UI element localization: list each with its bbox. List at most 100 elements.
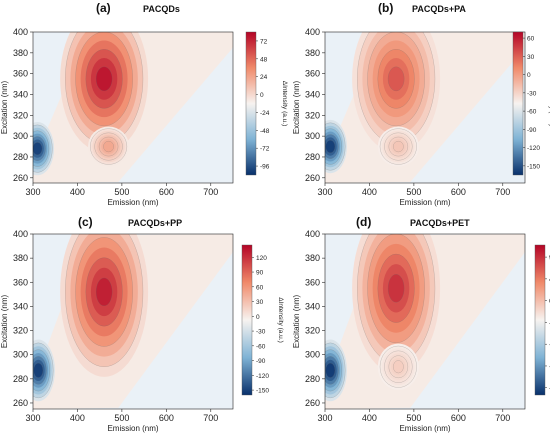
colorbar: 60 30 0 -30 -60 -90 -120 -150 ΔIntensity (a.u.) — [512, 31, 550, 176]
colorbar-tick-label: 24 — [260, 74, 268, 81]
x-tick-label: 400 — [70, 187, 85, 197]
y-tick-label: 380 — [305, 253, 320, 263]
y-tick-label: 400 — [305, 27, 320, 37]
colorbar-label: ΔIntensity (a.u.) — [548, 81, 550, 127]
x-tick-label: 700 — [203, 413, 218, 423]
x-tick-label: 600 — [159, 187, 174, 197]
y-axis-label: Excitation (nm) — [0, 294, 9, 348]
plot-area — [325, 32, 525, 183]
y-tick-label: 320 — [305, 326, 320, 336]
colorbar-tick-label: -48 — [260, 128, 270, 135]
x-tick-label: 400 — [362, 413, 377, 423]
x-tick-label: 700 — [203, 187, 218, 197]
contour-level — [393, 360, 404, 374]
colorbar-tick-label: -24 — [260, 110, 270, 117]
x-tick-label: 500 — [406, 187, 421, 197]
y-tick-label: 380 — [305, 48, 320, 58]
colorbar-label: ΔIntensity (a.u.) — [277, 297, 284, 343]
y-tick-label: 300 — [305, 350, 320, 360]
colorbar-tick-label: 30 — [527, 54, 535, 61]
contour-level — [95, 66, 113, 92]
y-tick-label: 360 — [305, 277, 320, 287]
colorbar-tick-label: 120 — [256, 255, 267, 262]
contour-level — [33, 362, 44, 378]
y-tick-label: 400 — [305, 229, 320, 239]
y-tick-label: 400 — [13, 229, 28, 239]
colorbar-tick-label: 30 — [256, 299, 264, 306]
colorbar-tick-label: -150 — [527, 163, 540, 170]
x-tick-label: 300 — [25, 187, 40, 197]
y-tick-label: 300 — [13, 350, 28, 360]
colorbar-tick-label: -120 — [527, 145, 540, 152]
contour-level — [95, 277, 113, 307]
contour-level — [33, 142, 43, 156]
panel-b: 300 400 500 600 700260280300320340360380400E… — [292, 1, 550, 207]
panel-d: 300 400 500 600 700 260 280 300 320 340 360 380 400 E… — [292, 215, 550, 433]
y-tick-label: 260 — [305, 398, 320, 408]
colorbar-tick-label: 72 — [260, 38, 268, 45]
colorbar-tick-label: 60 — [256, 284, 264, 291]
plot-area — [33, 32, 233, 183]
contour-level — [393, 140, 404, 153]
x-axis-label: Emission (nm) — [107, 424, 158, 433]
colorbar-tick-label: -60 — [256, 343, 266, 350]
x-tick-label: 600 — [451, 187, 466, 197]
colorbar-tick-label: -30 — [527, 90, 537, 97]
colorbar-tick-label: -72 — [260, 146, 270, 153]
plot-area — [33, 234, 233, 409]
colorbar-tick-label: -90 — [256, 358, 266, 365]
y-tick-label: 380 — [13, 253, 28, 263]
y-tick-label: 360 — [305, 69, 320, 79]
colorbar-tick-label: 0 — [260, 92, 264, 99]
x-tick-label: 400 — [362, 187, 377, 197]
colorbar-tick-label: 48 — [260, 56, 268, 63]
y-tick-label: 320 — [13, 110, 28, 120]
panel-title: PACQDs+PP — [128, 218, 182, 228]
colorbar-tick-label: -120 — [256, 373, 269, 380]
y-tick-label: 260 — [13, 398, 28, 408]
x-tick-label: 700 — [495, 187, 510, 197]
contour-level — [387, 66, 405, 92]
y-axis-label: Excitation (nm) — [292, 80, 301, 134]
y-tick-label: 360 — [13, 277, 28, 287]
plot-frame — [32, 233, 234, 410]
colorbar: 72 48 24 0 -24 -48 -72 -96 ΔIntensity (a.u.) — [245, 31, 288, 176]
y-tick-label: 340 — [13, 89, 28, 99]
colorbar-gradient — [512, 31, 524, 176]
panel-title: PACQDs+PA — [412, 4, 466, 14]
y-tick-label: 320 — [13, 326, 28, 336]
y-tick-label: 340 — [305, 89, 320, 99]
colorbar-label: ΔIntensity (a.u.) — [281, 81, 288, 127]
panel-c: 300 400 500 600 700260280300320340360380400E… — [0, 215, 284, 433]
colorbar-tick-label: -150 — [256, 388, 269, 395]
x-tick-label: 500 — [114, 413, 129, 423]
panel-title: PACQDs+PET — [410, 218, 470, 228]
x-tick-label: 300 — [317, 187, 332, 197]
colorbar-gradient — [245, 31, 257, 176]
y-tick-label: 260 — [13, 173, 28, 183]
plot-frame — [32, 31, 234, 184]
colorbar: 90450-45-90-135-180ΔIntensity (a.u.) — [534, 244, 550, 396]
x-tick-label: 300 — [25, 413, 40, 423]
contour-level — [325, 362, 336, 378]
colorbar-tick-label: 90 — [256, 270, 264, 277]
x-tick-label: 600 — [451, 413, 466, 423]
colorbar-tick-label: 60 — [527, 36, 535, 43]
contour-level — [103, 140, 114, 153]
contour-level — [325, 140, 336, 153]
y-tick-label: 260 — [305, 173, 320, 183]
x-axis-label: Emission (nm) — [399, 198, 450, 207]
y-tick-label: 300 — [13, 131, 28, 141]
contour-level — [387, 274, 405, 303]
y-axis-label: Excitation (nm) — [292, 294, 301, 348]
y-tick-label: 300 — [305, 131, 320, 141]
panel-label: (d) — [356, 215, 371, 229]
y-tick-label: 340 — [13, 301, 28, 311]
colorbar-tick-label: -60 — [527, 109, 537, 116]
y-tick-label: 320 — [305, 110, 320, 120]
x-tick-label: 500 — [114, 187, 129, 197]
y-tick-label: 400 — [13, 27, 28, 37]
y-tick-label: 280 — [13, 152, 28, 162]
panel-label: (b) — [378, 1, 393, 15]
